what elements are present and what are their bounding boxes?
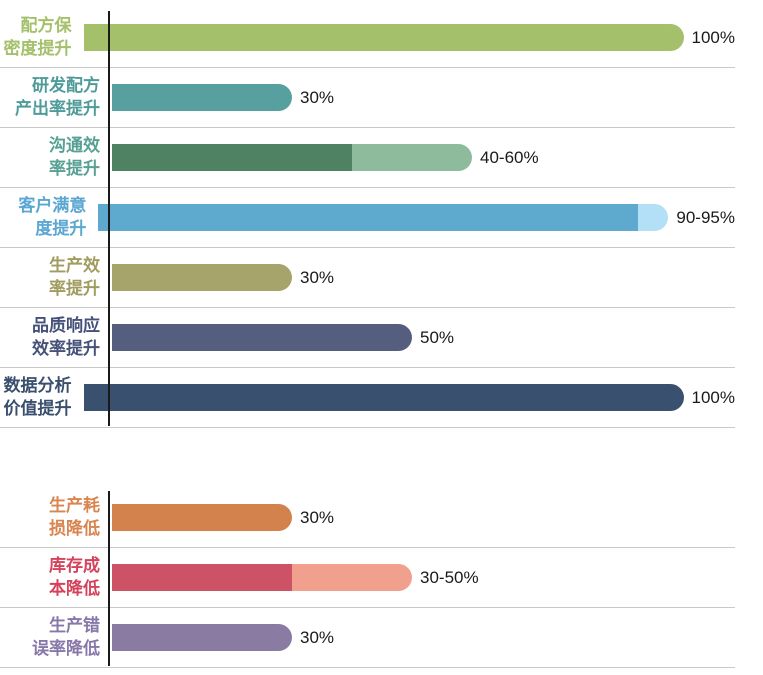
bar-area: 30% xyxy=(112,504,735,531)
row-label: 品质响应 效率提升 xyxy=(32,316,100,358)
value-label: 90-95% xyxy=(676,207,735,227)
bar-segment xyxy=(83,384,684,411)
chart-row: 配方保 密度提升 100% xyxy=(0,8,735,68)
chart-row: 客户满意 度提升 90-95% xyxy=(0,188,735,248)
row-label: 沟通效 率提升 xyxy=(49,136,100,178)
bar-area: 100% xyxy=(83,384,735,411)
bar xyxy=(112,324,412,351)
value-label: 30% xyxy=(300,507,335,527)
bar-segment xyxy=(352,144,472,171)
bar-segment xyxy=(112,84,292,111)
bar-segment xyxy=(112,504,292,531)
row-label: 生产错 误率降低 xyxy=(32,616,100,658)
y-axis-line-bottom xyxy=(108,491,110,666)
improvement-rows: 配方保 密度提升 100% 研发配方 产出率提升 30% 沟通效 率提升 40-… xyxy=(0,8,735,428)
chart-row: 生产效 率提升 30% xyxy=(0,248,735,308)
bar-area: 100% xyxy=(83,24,735,51)
row-label: 生产耗 损降低 xyxy=(49,496,100,538)
value-label: 50% xyxy=(420,327,455,347)
bar-segment xyxy=(638,204,669,231)
value-label: 100% xyxy=(691,387,735,407)
chart-row: 沟通效 率提升 40-60% xyxy=(0,128,735,188)
chart-row: 生产耗 损降低 30% xyxy=(0,488,735,548)
bar xyxy=(112,84,292,111)
row-label: 研发配方 产出率提升 xyxy=(15,76,100,118)
bar-segment xyxy=(112,624,292,651)
chart-row: 库存成 本降低 30-50% xyxy=(0,548,735,608)
row-label: 数据分析 价值提升 xyxy=(3,376,72,418)
value-label: 30% xyxy=(300,87,335,107)
bar xyxy=(112,504,292,531)
row-label: 客户满意 度提升 xyxy=(18,196,87,238)
reduction-rows: 生产耗 损降低 30% 库存成 本降低 30-50% 生产错 误率降低 30% xyxy=(0,488,735,668)
bar-segment xyxy=(112,564,292,591)
value-label: 40-60% xyxy=(480,147,539,167)
bar-area: 40-60% xyxy=(112,144,735,171)
bar-area: 30% xyxy=(112,264,735,291)
bar xyxy=(112,264,292,291)
bar xyxy=(112,624,292,651)
value-label: 30-50% xyxy=(420,567,479,587)
value-label: 100% xyxy=(691,27,735,47)
bar xyxy=(83,384,684,411)
row-label: 库存成 本降低 xyxy=(49,556,100,598)
bar-area: 30% xyxy=(112,624,735,651)
improvement-group: 配方保 密度提升 100% 研发配方 产出率提升 30% 沟通效 率提升 40-… xyxy=(0,8,735,428)
bar-segment xyxy=(292,564,412,591)
chart-row: 生产错 误率降低 30% xyxy=(0,608,735,668)
value-label: 30% xyxy=(300,267,335,287)
row-label: 配方保 密度提升 xyxy=(3,16,72,58)
bar-segment xyxy=(112,324,412,351)
bar-segment xyxy=(112,144,352,171)
bar-area: 50% xyxy=(112,324,735,351)
chart-row: 品质响应 效率提升 50% xyxy=(0,308,735,368)
chart-row: 数据分析 价值提升 100% xyxy=(0,368,735,428)
bar xyxy=(112,144,472,171)
bar-segment xyxy=(112,264,292,291)
bar-segment xyxy=(83,24,684,51)
reduction-group: 生产耗 损降低 30% 库存成 本降低 30-50% 生产错 误率降低 30% xyxy=(0,488,735,668)
bar-area: 30% xyxy=(112,84,735,111)
bar-segment xyxy=(98,204,639,231)
bar-area: 90-95% xyxy=(98,204,735,231)
value-label: 30% xyxy=(300,627,335,647)
bar xyxy=(112,564,412,591)
chart-row: 研发配方 产出率提升 30% xyxy=(0,68,735,128)
bar xyxy=(83,24,684,51)
row-label: 生产效 率提升 xyxy=(49,256,100,298)
bar xyxy=(98,204,669,231)
y-axis-line-top xyxy=(108,11,110,426)
bar-area: 30-50% xyxy=(112,564,735,591)
